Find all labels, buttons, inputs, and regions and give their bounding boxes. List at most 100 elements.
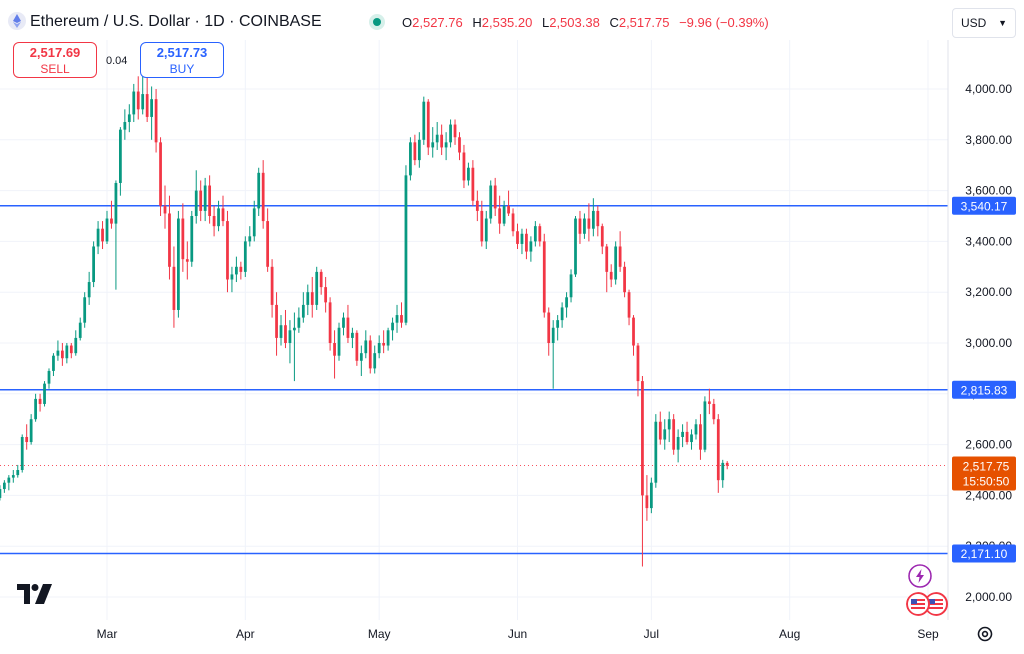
candle <box>150 86 154 140</box>
gear-icon[interactable] <box>975 624 995 644</box>
candle-body <box>641 381 644 496</box>
candle-body <box>547 312 551 343</box>
candle <box>400 302 403 328</box>
candle-body <box>150 99 154 117</box>
candle-body <box>583 218 586 234</box>
candle <box>458 132 461 161</box>
candle-body <box>252 208 256 237</box>
candle-body <box>208 185 212 216</box>
candle-body <box>667 419 671 430</box>
x-tick-label: Sep <box>917 627 939 641</box>
candle <box>699 414 702 460</box>
candle <box>337 322 341 361</box>
candle <box>25 424 29 450</box>
candle <box>417 132 421 168</box>
x-tick-label: Aug <box>779 627 800 641</box>
candle-body <box>257 172 261 209</box>
candle-body <box>699 424 702 450</box>
candle-body <box>694 424 698 435</box>
candle <box>520 228 524 255</box>
candle-body <box>235 266 238 275</box>
time-axis[interactable]: Mar Apr May Jun Jul Aug Sep <box>97 627 939 641</box>
candle-body <box>69 345 73 354</box>
candle-body <box>351 332 354 338</box>
chart-header: Ethereum / U.S. Dollar · 1D · COINBASE O… <box>0 0 940 40</box>
candle-body <box>538 226 542 242</box>
candle-body <box>614 246 618 280</box>
candle-body <box>422 101 426 140</box>
candle <box>83 292 87 328</box>
candle-body <box>605 246 609 272</box>
candle <box>431 127 435 158</box>
currency-select[interactable]: USD ▼ <box>952 8 1016 38</box>
buy-button[interactable]: 2,517.73 BUY <box>140 42 224 78</box>
candle-body <box>190 216 194 262</box>
candle-body <box>185 259 189 262</box>
candle-body <box>301 304 305 318</box>
candle-body <box>484 218 488 242</box>
candle-body <box>217 208 220 227</box>
candle <box>583 213 586 239</box>
candle-body <box>226 221 229 280</box>
candle <box>243 236 247 277</box>
candle <box>132 83 136 123</box>
candle-body <box>672 419 676 450</box>
market-status-icon[interactable] <box>369 14 385 30</box>
price-axis[interactable]: 2,000.002,200.002,400.002,600.002,800.00… <box>965 82 1012 604</box>
candle-body <box>275 304 278 338</box>
candle <box>404 165 408 326</box>
candle-body <box>136 91 140 110</box>
candle-body <box>154 99 158 143</box>
tradingview-logo-icon[interactable] <box>17 584 53 604</box>
candle-body <box>110 218 113 224</box>
candle <box>556 315 560 341</box>
candle-body <box>7 477 11 483</box>
candle <box>426 99 430 156</box>
candle <box>591 198 595 237</box>
candle <box>712 398 716 425</box>
candle <box>440 124 444 156</box>
candle <box>11 470 15 483</box>
candle <box>52 353 55 377</box>
candle-body <box>0 489 2 498</box>
candle <box>618 231 622 272</box>
candle <box>119 127 122 196</box>
symbol-title[interactable]: Ethereum / U.S. Dollar · 1D · COINBASE <box>30 13 322 30</box>
candle-body <box>516 231 519 244</box>
candle <box>7 475 11 491</box>
candle-body <box>342 317 345 328</box>
sell-button[interactable]: 2,517.69 SELL <box>13 42 97 78</box>
us-flag-icon[interactable] <box>906 592 932 616</box>
candle <box>480 200 484 247</box>
candle <box>190 210 194 267</box>
candle <box>221 195 225 227</box>
candle-body <box>199 190 203 211</box>
candle <box>351 327 354 349</box>
candle-body <box>511 213 515 232</box>
candle <box>658 411 662 445</box>
candle <box>453 119 457 145</box>
candle-body <box>525 233 528 252</box>
candle <box>172 246 176 328</box>
candle-body <box>520 233 524 244</box>
candle <box>667 411 671 443</box>
candle <box>252 200 256 242</box>
candle-body <box>34 398 37 420</box>
lightning-icon[interactable] <box>908 564 932 588</box>
candle <box>297 307 301 333</box>
candle-body <box>426 101 430 148</box>
candle-body <box>632 317 635 346</box>
y-tick-label: 4,000.00 <box>965 82 1012 96</box>
candle-body <box>444 142 448 148</box>
hline-price-tag <box>952 544 1016 563</box>
buy-price: 2,517.73 <box>156 45 208 60</box>
horizontal-lines[interactable] <box>0 205 948 555</box>
candle-body <box>2 482 6 490</box>
candle <box>511 208 515 237</box>
candle <box>578 210 582 244</box>
candle-body <box>212 216 216 227</box>
candle <box>471 160 475 206</box>
candle-body <box>721 462 725 481</box>
candle-body <box>78 322 82 338</box>
